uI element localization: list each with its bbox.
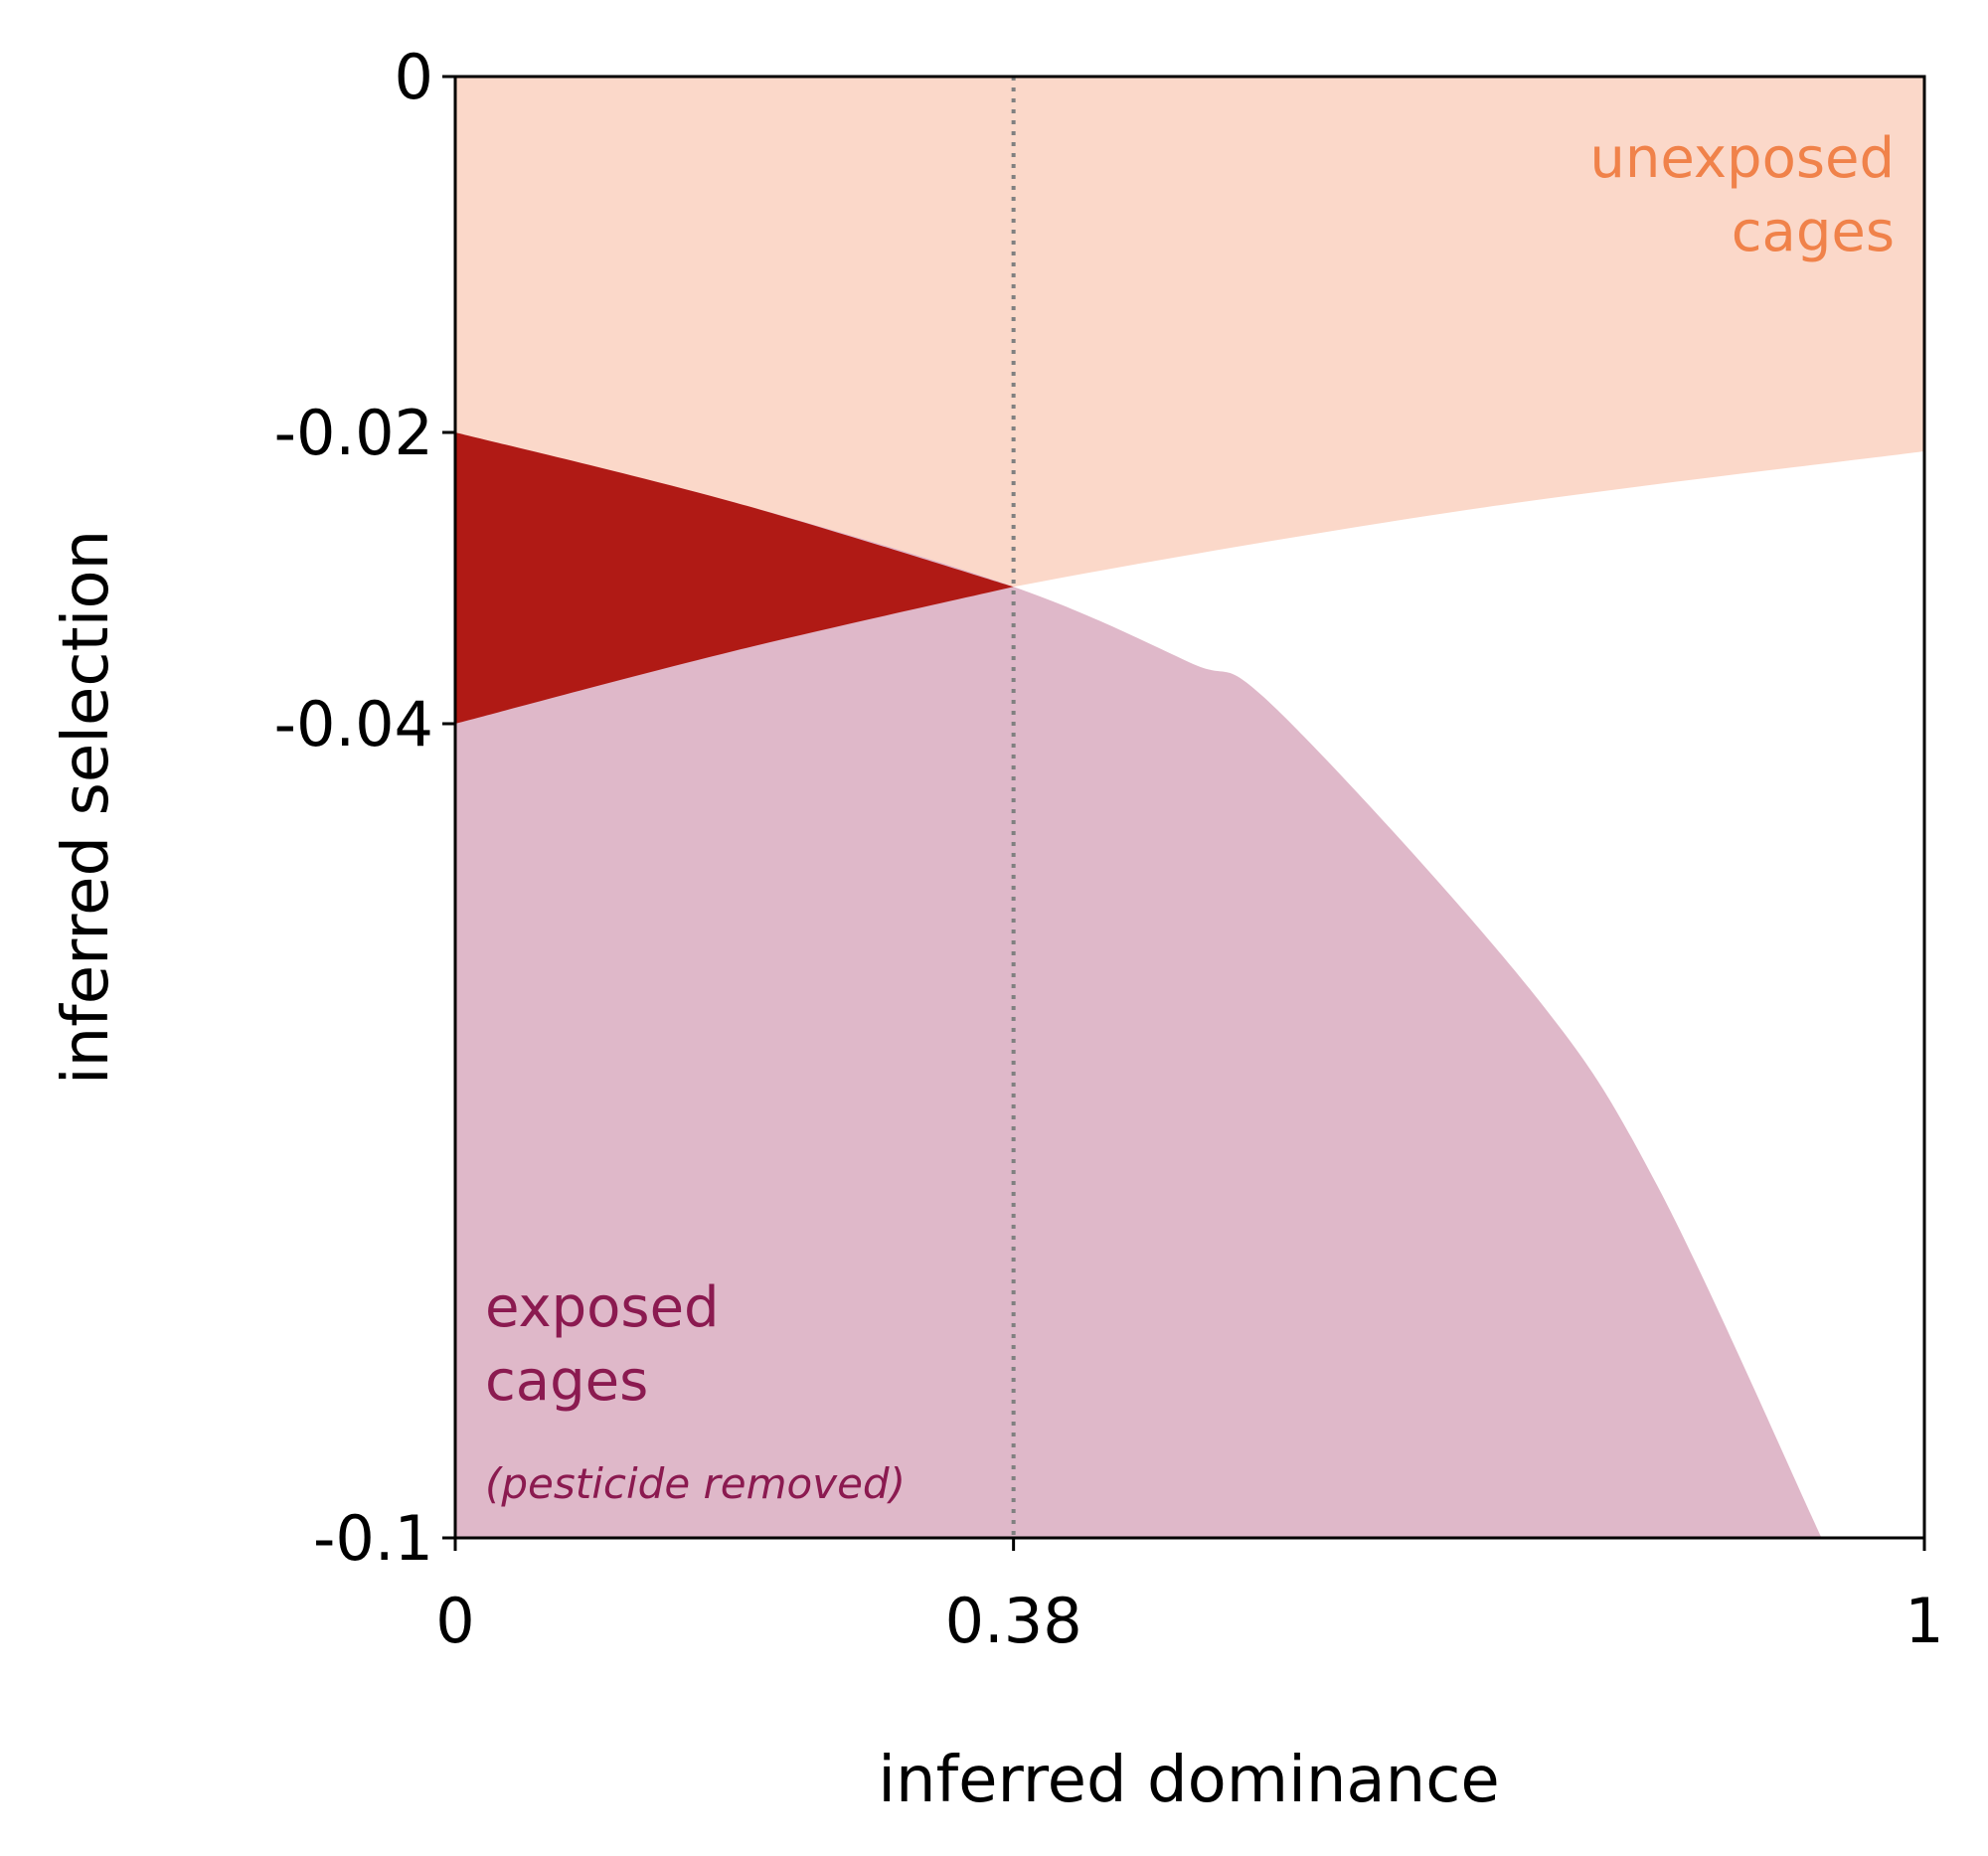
y-axis-label: inferred selection [50, 530, 123, 1085]
x-tick-label: 1 [1905, 1585, 1943, 1657]
annotation-exposed-line2: cages [485, 1349, 648, 1414]
plot-frame [453, 75, 1926, 1540]
y-tick-label: 0 [395, 41, 433, 113]
x-tick-label: 0 [435, 1585, 474, 1657]
x-tick-label: 0.38 [945, 1585, 1082, 1657]
y-tick-label: -0.1 [313, 1502, 433, 1575]
annotation-exposed-line1: exposed [485, 1275, 720, 1340]
annotation-unexposed-line1: unexposed [1589, 126, 1895, 191]
y-tick-label: -0.04 [274, 688, 433, 760]
region-exposed-cages [455, 432, 1822, 1538]
x-axis-label: inferred dominance [878, 1744, 1500, 1817]
annotation-exposed-note: (pesticide removed) [485, 1459, 906, 1508]
regions [455, 77, 1924, 1538]
region-overlap [455, 432, 1014, 724]
y-tick-label: -0.02 [274, 397, 433, 469]
ticks: 0 0.38 1 0 -0.02 -0.04 -0.1 [274, 41, 1944, 1657]
annotation-unexposed-line2: cages [1732, 200, 1895, 264]
